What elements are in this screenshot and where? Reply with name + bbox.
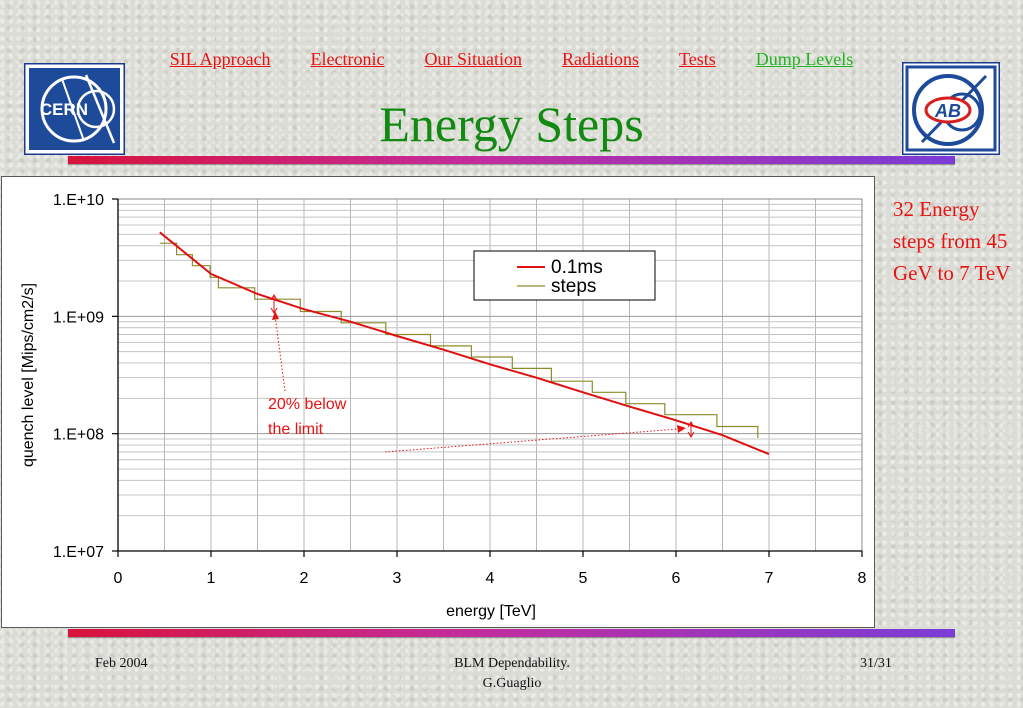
x-tick-label: 6 (672, 570, 681, 587)
series-layer (159, 231, 770, 456)
energy-steps-note: 32 Energy steps from 45 GeV to 7 TeV (893, 197, 1011, 285)
pointer-arrow-2-head (677, 425, 686, 433)
axis-layer: 0 1 2 3 4 5 6 7 8 1.E+07 1.E+08 1.E+09 1.E+10 (53, 192, 867, 587)
nav-link-our-situation[interactable]: Our Situation (424, 49, 523, 69)
gap-marker-2-head-top (687, 421, 695, 428)
quench-level-chart: 0 1 2 3 4 5 6 7 8 1.E+07 1.E+08 1.E+09 1.E+10 0.1mss… (20, 192, 867, 620)
annotation-line-2: the limit (268, 421, 324, 438)
y-axis-label: quench level [Mips/cm2/s] (20, 283, 37, 467)
cern-logo: CERN (22, 61, 127, 157)
x-tick-label: 4 (486, 570, 495, 587)
page-title: Energy Steps (379, 96, 644, 152)
nav-link-dump-levels[interactable]: Dump Levels (755, 49, 854, 69)
y-tick-label: 1.E+09 (53, 309, 104, 326)
x-tick-label: 0 (114, 570, 123, 587)
nav-link-electronic[interactable]: Electronic (310, 49, 385, 69)
top-navigation: SIL Approach Electronic Our Situation Ra… (0, 48, 1023, 70)
cern-logo-text: CERN (40, 100, 88, 119)
ab-logo-text: AB (934, 101, 961, 121)
nav-link-tests[interactable]: Tests (679, 49, 716, 69)
legend-label-0-1ms: 0.1ms (551, 257, 603, 278)
x-tick-label: 5 (579, 570, 588, 587)
gap-marker-2-head-bottom (687, 431, 695, 438)
bottom-divider-bar (68, 629, 955, 637)
x-tick-label: 7 (765, 570, 774, 587)
annotation-line-1: 20% below (268, 396, 347, 413)
x-tick-label: 3 (393, 570, 402, 587)
chart-container: 0 1 2 3 4 5 6 7 8 1.E+07 1.E+08 1.E+09 1.E+10 0.1ms s… (1, 176, 875, 628)
top-divider-bar (68, 156, 955, 164)
y-tick-label: 1.E+08 (53, 427, 104, 444)
gap-marker-1-head-bottom (270, 307, 278, 314)
footer-center-line-2: G.Guaglio (482, 676, 542, 691)
series-line-0-1ms (159, 231, 770, 456)
y-tick-label: 1.E+10 (53, 192, 104, 209)
footer-center-line-1: BLM Dependability. (454, 656, 570, 671)
ab-logo: AB (900, 60, 1002, 157)
annotation-layer (270, 294, 695, 453)
footer-date: Feb 2004 (95, 656, 148, 671)
pointer-arrow-1-head (272, 311, 279, 320)
legend-label-steps: steps (551, 276, 596, 297)
legend-box (473, 250, 656, 301)
gap-marker-1-head-top (270, 294, 278, 301)
y-tick-label: 1.E+07 (53, 544, 104, 561)
x-axis-label: energy [TeV] (446, 603, 536, 620)
footer-center: BLM Dependability. G.Guaglio (412, 654, 612, 694)
x-tick-label: 1 (207, 570, 216, 587)
footer-page-number: 31/31 (860, 656, 892, 671)
series-line-steps (159, 242, 759, 438)
x-tick-label: 8 (858, 570, 867, 587)
nav-link-sil-approach[interactable]: SIL Approach (169, 49, 271, 69)
x-tick-label: 2 (300, 570, 309, 587)
nav-link-radiations[interactable]: Radiations (562, 49, 640, 69)
pointer-arrow-1 (274, 314, 286, 392)
pointer-arrow-2 (384, 428, 679, 453)
